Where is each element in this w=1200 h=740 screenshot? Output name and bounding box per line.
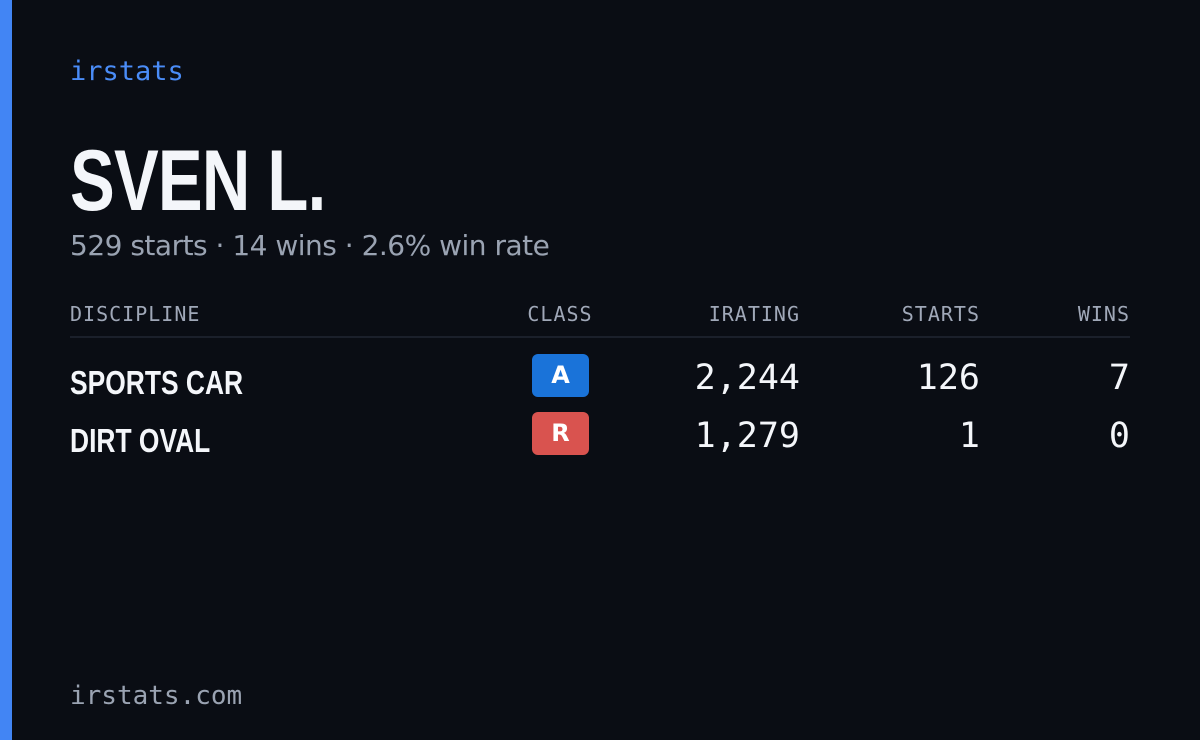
irating: 1,279 xyxy=(694,416,800,456)
column-header: STARTS xyxy=(901,302,980,326)
divider xyxy=(70,336,1130,338)
column-header: IRATING xyxy=(708,302,800,326)
column-header: DISCIPLINE xyxy=(70,302,201,326)
footer-url: irstats.com xyxy=(70,681,243,711)
discipline: SPORTS CAR xyxy=(70,364,244,401)
summary: 529 starts · 14 wins · 2.6% win rate xyxy=(70,229,550,262)
wins: 0 xyxy=(1108,416,1130,456)
starts: 126 xyxy=(916,358,980,398)
column-header: CLASS xyxy=(527,302,593,326)
wins: 7 xyxy=(1108,358,1130,398)
starts: 1 xyxy=(958,416,980,456)
irating: 2,244 xyxy=(694,358,800,398)
column-header: WINS xyxy=(1077,302,1130,326)
accent-bar xyxy=(0,0,12,740)
class-badge: R xyxy=(532,412,589,455)
discipline: DIRT OVAL xyxy=(70,422,211,459)
brand: irstats xyxy=(70,56,184,87)
class-badge: A xyxy=(532,354,589,397)
driver-name: SVEN L. xyxy=(70,133,326,229)
